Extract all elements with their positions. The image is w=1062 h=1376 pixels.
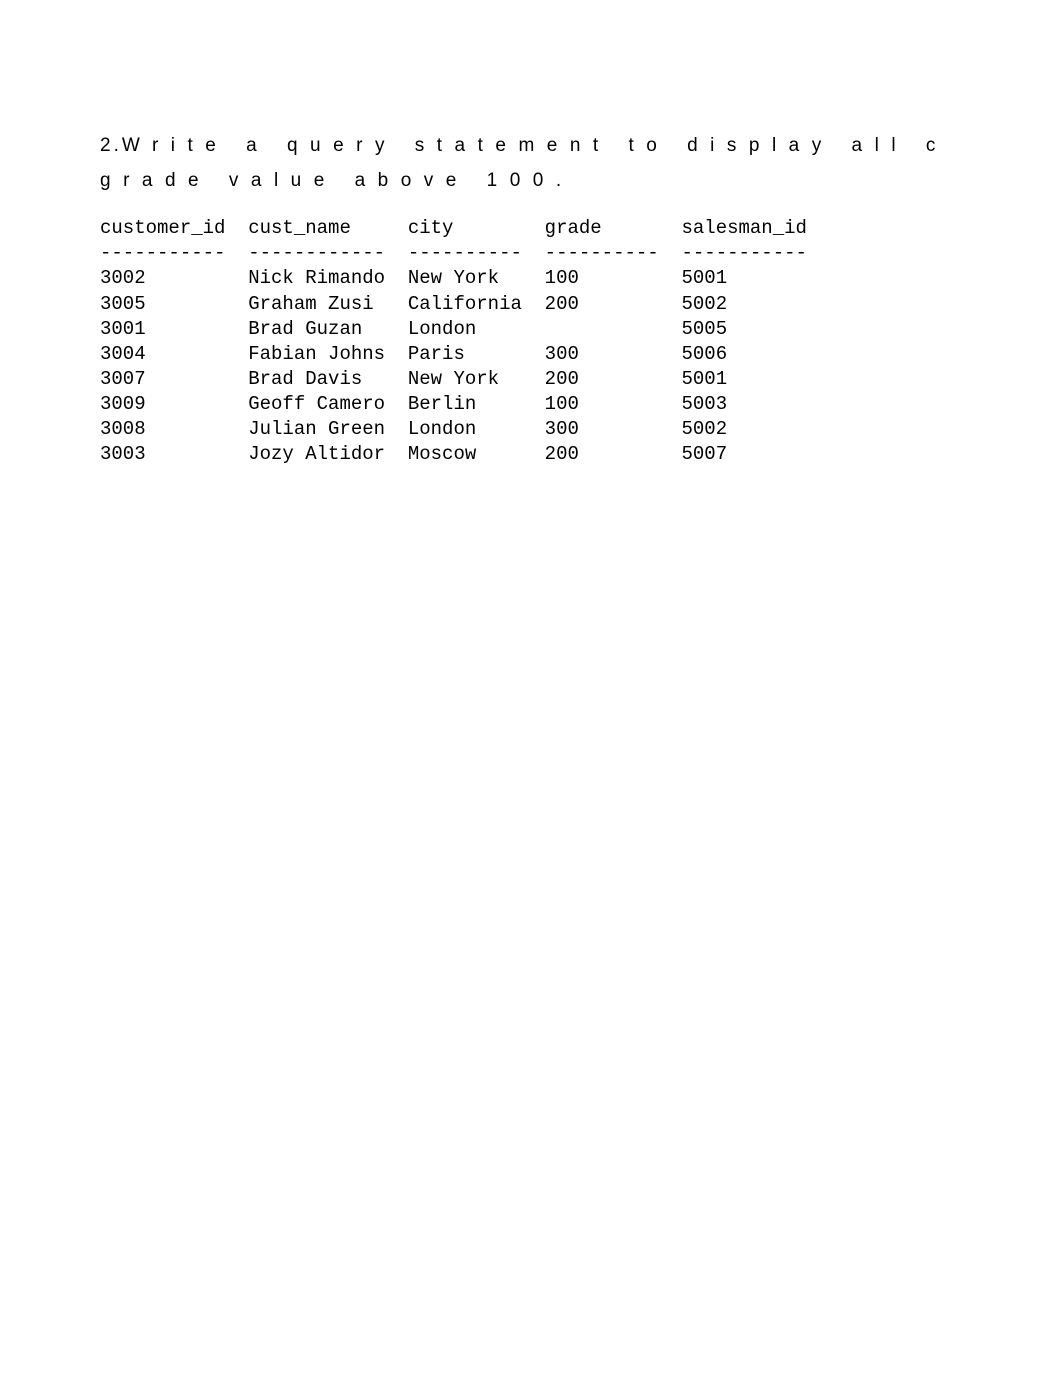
problem-line-1: Write a query statement to display all c	[122, 135, 948, 156]
problem-number: 2.	[100, 135, 122, 156]
customer-table: customer_id cust_name city grade salesma…	[100, 216, 1062, 467]
problem-line-2: grade value above 100.	[100, 170, 574, 191]
problem-statement: 2.Write a query statement to display all…	[100, 128, 1062, 198]
